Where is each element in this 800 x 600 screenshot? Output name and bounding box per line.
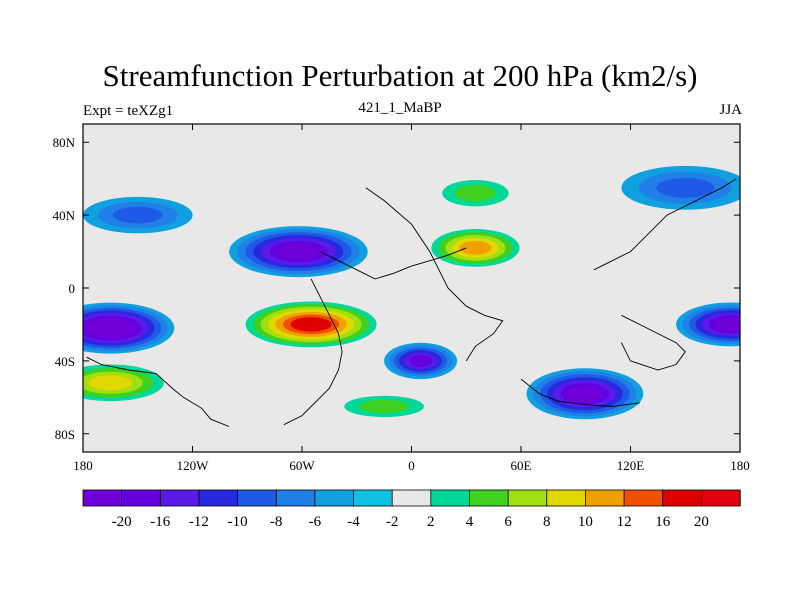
contour-high-south-atlantic-7 — [290, 317, 332, 332]
colorbar-label-3: -10 — [228, 514, 248, 530]
contour-low-indian-ocean-south-6 — [567, 386, 603, 402]
contour-low-south-atlantic-5 — [409, 355, 433, 367]
y-tick-label-1: 40N — [53, 208, 76, 223]
colorbar-swatch-15 — [662, 489, 703, 507]
colorbar-label-11: 8 — [543, 514, 551, 530]
contour-low-east-pacific-edge-6 — [714, 317, 740, 331]
season-label: JJA — [719, 102, 742, 118]
contour-high-south-america-2 — [359, 399, 409, 413]
y-tick-label-3: 40S — [55, 354, 75, 369]
colorbar-label-13: 12 — [617, 514, 632, 530]
colorbar-swatch-5 — [275, 489, 316, 507]
x-tick-label-4: 60E — [511, 458, 532, 473]
colorbar-swatch-11 — [507, 489, 548, 507]
coastline-5 — [320, 247, 467, 280]
colorbar-label-15: 20 — [694, 514, 709, 530]
colorbar-swatch-14 — [623, 489, 664, 507]
colorbar-swatch-13 — [585, 489, 625, 507]
colorbar-label-8: 2 — [427, 514, 435, 530]
colorbar-label-0: -20 — [112, 514, 132, 530]
coastline-3 — [593, 178, 737, 271]
x-tick-label-2: 60W — [289, 458, 315, 473]
colorbar-swatch-8 — [391, 489, 432, 507]
colorbar-swatch-2 — [159, 489, 200, 507]
contour-low-atlantic-north-2 — [113, 206, 163, 224]
coastline-0 — [86, 356, 230, 427]
colorbar-swatch-12 — [546, 489, 587, 507]
experiment-label: Expt = teXZg1 — [83, 103, 174, 119]
colorbar-swatch-1 — [121, 489, 162, 507]
colorbar-label-5: -6 — [309, 514, 322, 530]
contour-high-tibet-5 — [459, 241, 492, 255]
contour-low-west-pacific-edge-7 — [92, 320, 129, 336]
colorbar-label-12: 10 — [578, 514, 593, 530]
colorbar-swatch-7 — [353, 489, 393, 507]
y-tick-label-0: 80N — [53, 135, 76, 150]
colorbar-swatch-10 — [469, 489, 509, 507]
contour-low-pacific-north-2 — [656, 177, 715, 198]
coastline-6 — [520, 378, 640, 407]
colorbar-label-6: -4 — [347, 514, 360, 530]
contour-low-north-america-6 — [277, 244, 319, 260]
x-tick-label-0: 180 — [73, 458, 93, 473]
colorbar-label-4: -8 — [270, 514, 283, 530]
colorbar-swatch-16 — [700, 489, 741, 507]
y-tick-label-2: 0 — [69, 281, 76, 296]
colorbar-swatch-9 — [430, 489, 471, 507]
colorbar-label-9: 4 — [466, 514, 474, 530]
x-tick-label-5: 120E — [617, 458, 645, 473]
colorbar-label-1: -16 — [150, 514, 170, 530]
x-tick-label-3: 0 — [408, 458, 415, 473]
colorbar-label-2: -12 — [189, 514, 209, 530]
colorbar-swatch-4 — [237, 489, 277, 507]
contour-high-southern-ocean-4 — [88, 375, 133, 391]
run-label: 421_1_MaBP — [358, 100, 442, 116]
x-tick-label-1: 120W — [177, 458, 210, 473]
colorbar-swatch-0 — [82, 489, 123, 507]
coastline-1 — [365, 187, 504, 362]
colorbar-label-14: 16 — [655, 514, 671, 530]
coastline-4 — [620, 314, 686, 371]
colorbar-swatch-3 — [198, 489, 239, 507]
x-tick-label-6: 180 — [730, 458, 750, 473]
y-tick-label-4: 80S — [55, 427, 75, 442]
colorbar-swatch-6 — [314, 489, 355, 507]
contour-fill-group — [83, 165, 740, 427]
contour-high-arabia-north-2 — [454, 184, 497, 202]
colorbar-label-10: 6 — [504, 514, 512, 530]
coastline-2 — [283, 278, 343, 426]
colorbar-label-7: -2 — [386, 514, 399, 530]
chart-title: Streamfunction Perturbation at 200 hPa (… — [102, 58, 698, 93]
